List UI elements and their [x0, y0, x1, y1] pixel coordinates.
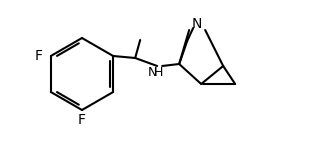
Text: N: N	[147, 66, 157, 78]
Text: N: N	[192, 17, 202, 31]
Text: H: H	[154, 66, 163, 78]
Text: F: F	[78, 113, 86, 127]
Text: F: F	[35, 49, 43, 63]
